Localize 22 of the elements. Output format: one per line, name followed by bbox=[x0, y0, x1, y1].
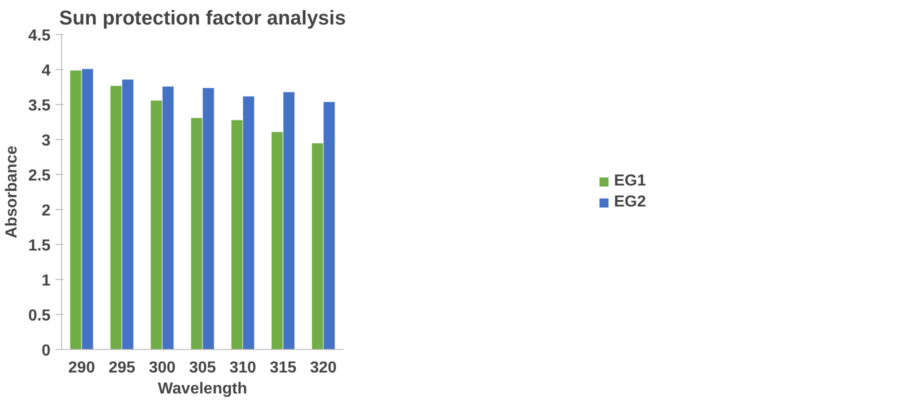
x-tick-label: 315 bbox=[270, 360, 297, 376]
chart-title: Sun protection factor analysis bbox=[59, 8, 346, 30]
x-tick-label: 290 bbox=[68, 360, 96, 376]
x-tick-label: 310 bbox=[229, 360, 256, 376]
y-tick-label: 1 bbox=[42, 272, 51, 290]
x-axis-title: Wavelength bbox=[158, 380, 248, 398]
x-tick-label: 300 bbox=[148, 360, 176, 376]
y-tick-label: 0 bbox=[42, 342, 51, 360]
x-tick-label: 320 bbox=[310, 360, 337, 376]
y-tick-label: 2 bbox=[42, 202, 51, 220]
y-tick-label: 3.5 bbox=[28, 98, 51, 114]
y-axis-title: Absorbance bbox=[3, 146, 20, 238]
x-tick-label: 295 bbox=[108, 360, 136, 376]
legend-label: EG2 bbox=[614, 193, 646, 211]
y-tick-label: 4.5 bbox=[28, 28, 51, 44]
y-tick-label: 4 bbox=[42, 62, 51, 80]
y-tick-label: 1.5 bbox=[28, 238, 51, 254]
x-tick-label: 305 bbox=[189, 360, 216, 376]
y-tick-label: 0.5 bbox=[28, 308, 51, 324]
y-tick-label: 3 bbox=[42, 132, 51, 150]
legend-label: EG1 bbox=[614, 172, 646, 190]
y-tick-label: 2.5 bbox=[28, 168, 51, 184]
